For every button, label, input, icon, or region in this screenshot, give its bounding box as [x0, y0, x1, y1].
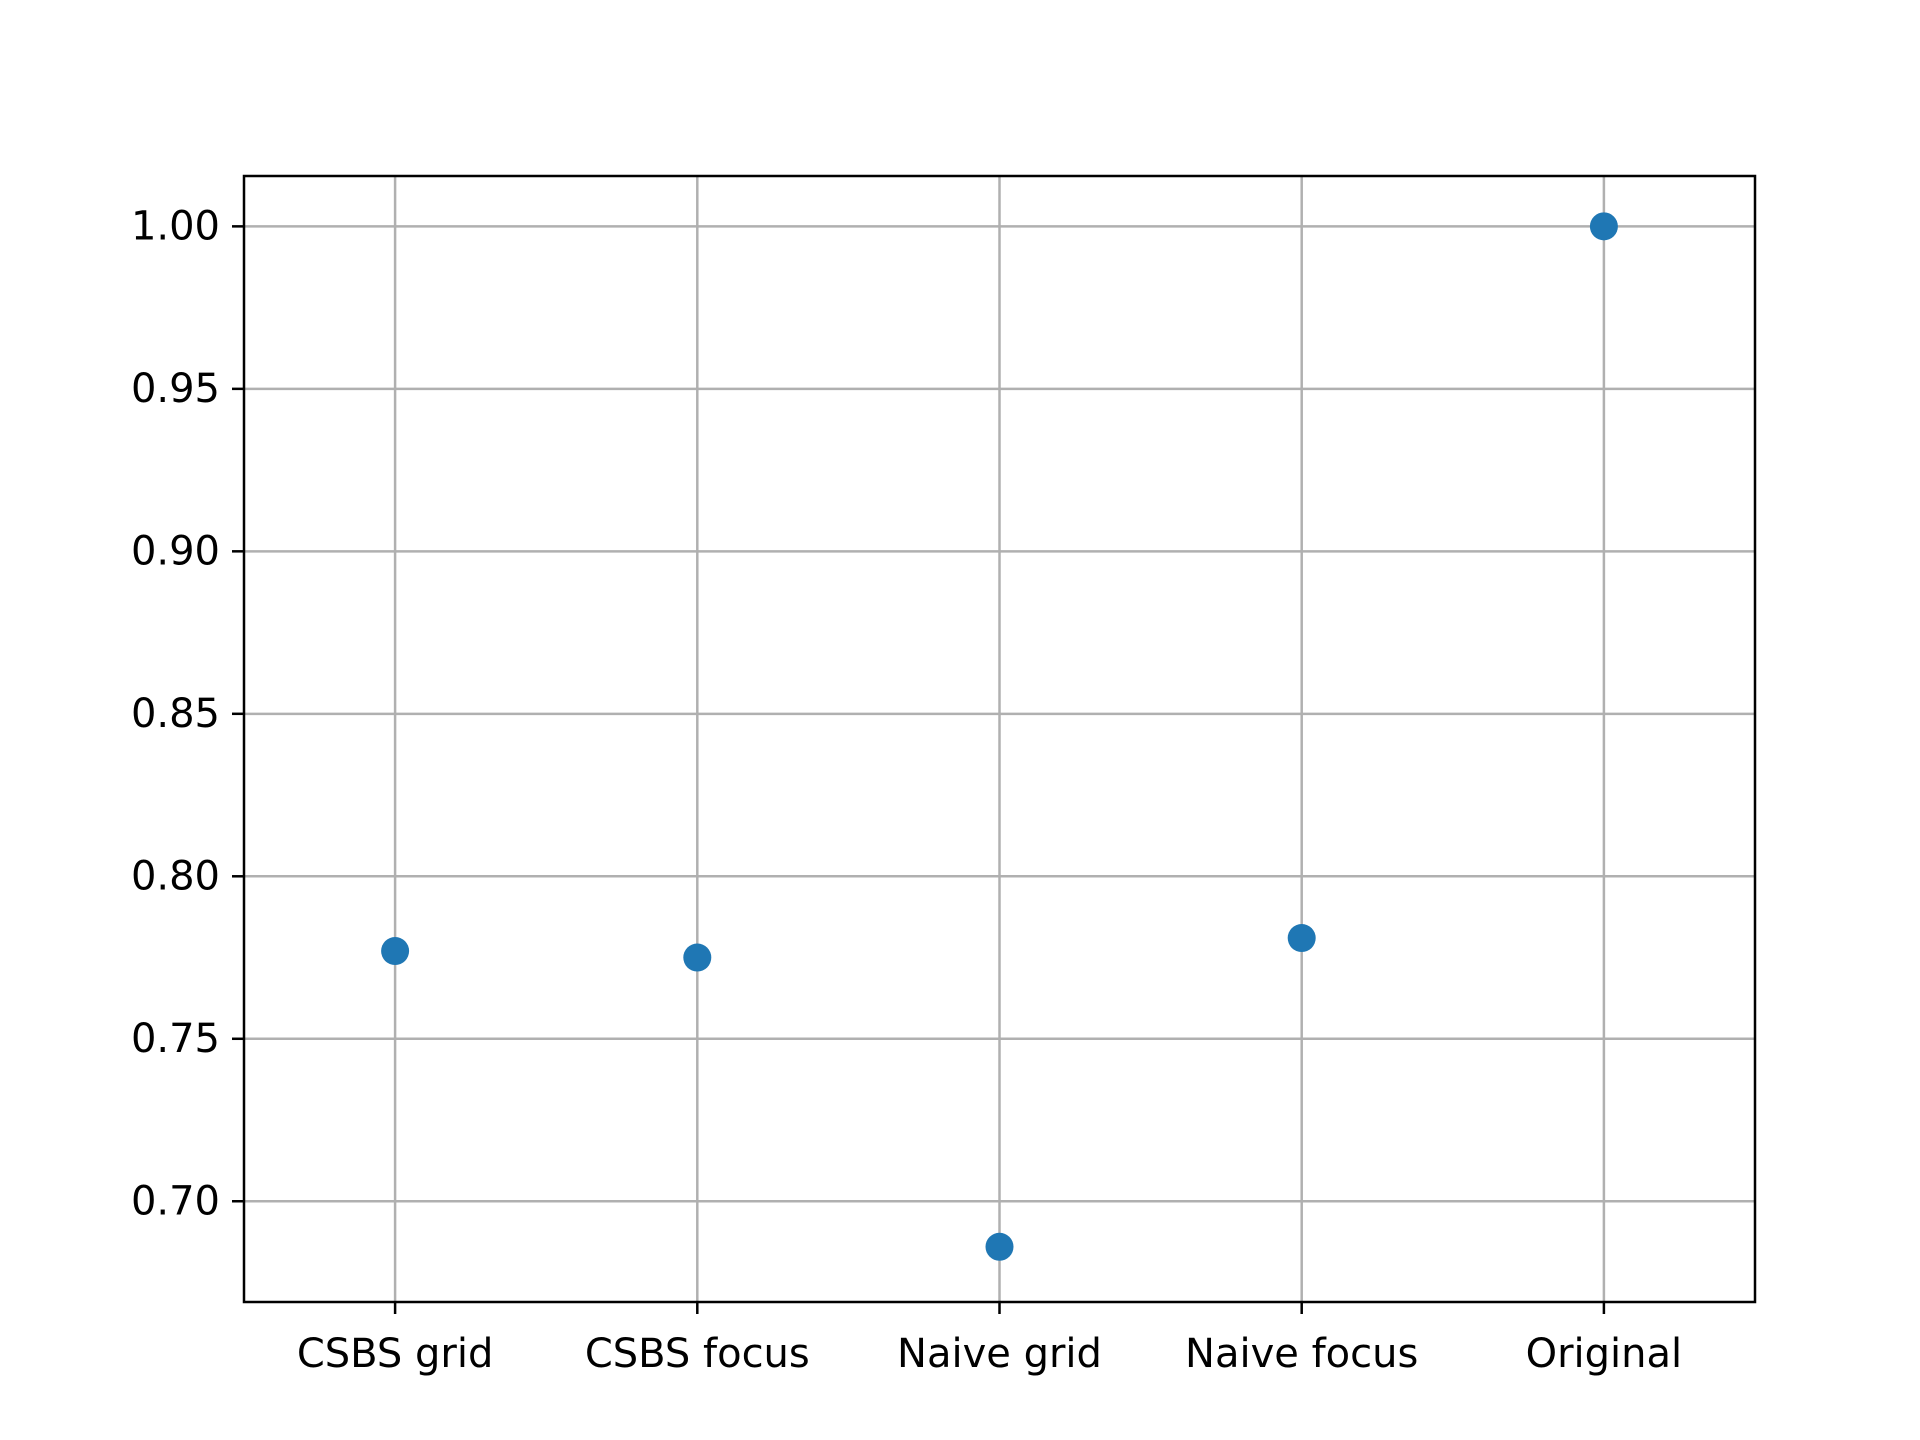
x-tick-label: CSBS focus	[585, 1331, 810, 1377]
y-tick-label: 1.00	[131, 203, 220, 249]
data-point	[381, 937, 410, 966]
y-tick-label: 0.70	[131, 1178, 220, 1224]
data-point	[985, 1232, 1014, 1261]
x-tick-label: Naive focus	[1185, 1331, 1418, 1377]
x-tick-label: CSBS grid	[297, 1331, 494, 1377]
y-tick-label: 0.75	[131, 1016, 220, 1062]
x-tick-label: Naive grid	[897, 1331, 1102, 1377]
tick-labels-layer: 0.70 0.75 0.80 0.85 0.90 0.95 1.00 CSBS grid CSB…	[131, 203, 1682, 1377]
data-point	[1287, 924, 1316, 953]
axes-frame	[242, 174, 1757, 1304]
y-tick-label: 0.85	[131, 691, 220, 737]
y-tick-label: 0.95	[131, 366, 220, 412]
data-point	[1589, 212, 1618, 241]
y-tick-label: 0.80	[131, 853, 220, 899]
grid-layer	[244, 176, 1755, 1302]
x-tick-label: Original	[1526, 1331, 1683, 1377]
ticks-layer	[232, 225, 1606, 1314]
y-tick-label: 0.90	[131, 528, 220, 574]
data-points-layer	[381, 212, 1618, 1261]
data-point	[683, 943, 712, 972]
